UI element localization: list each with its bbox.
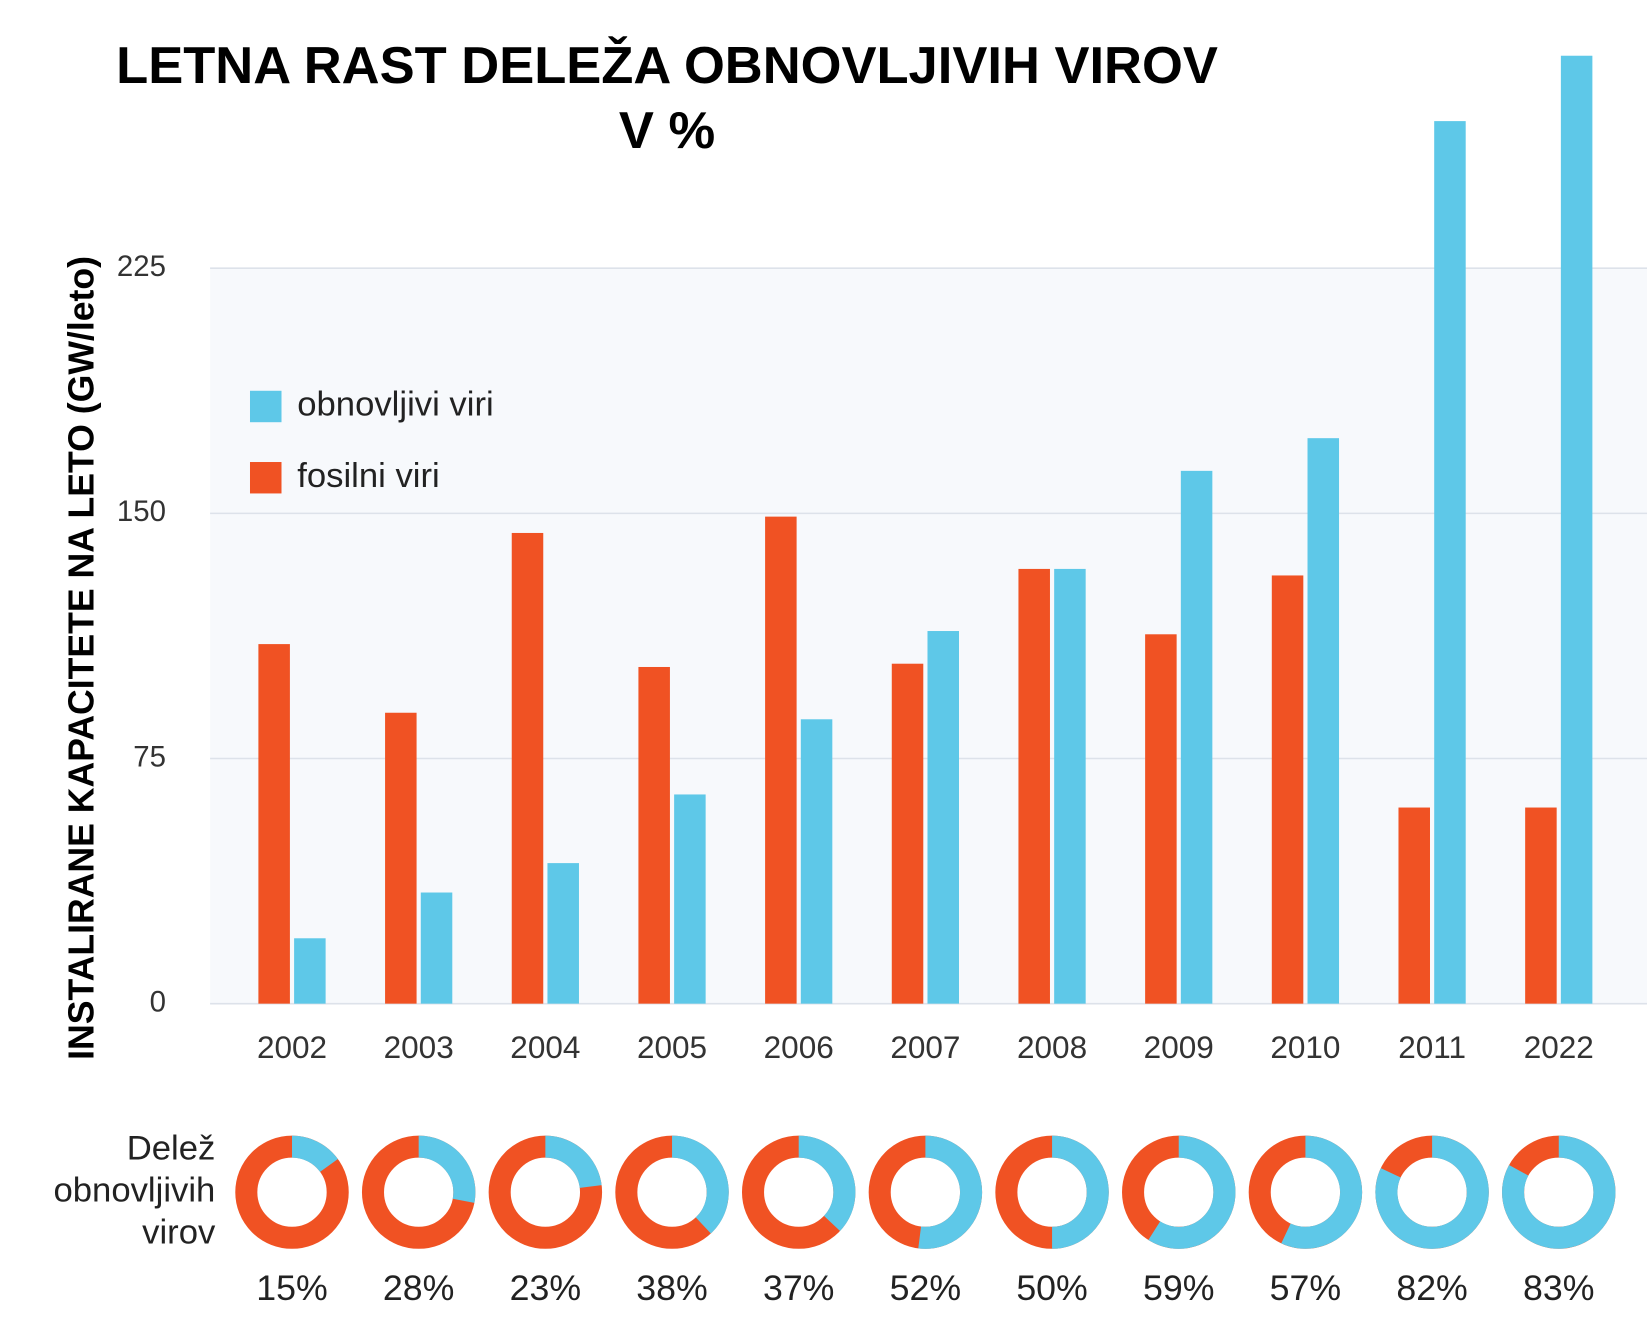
bar bbox=[1307, 438, 1340, 1004]
donut-segment bbox=[544, 1135, 602, 1189]
donut-label: Delež bbox=[127, 1129, 216, 1167]
y-tick-label: 75 bbox=[133, 740, 166, 773]
bar bbox=[1271, 575, 1304, 1004]
donut-value-label: 23% bbox=[510, 1268, 581, 1308]
donut-segment bbox=[291, 1135, 338, 1173]
donut-segment bbox=[1148, 1135, 1236, 1249]
donut-segment bbox=[671, 1135, 729, 1234]
donut-value-label: 83% bbox=[1523, 1268, 1594, 1308]
donut-segment bbox=[918, 1135, 983, 1249]
donut-segment bbox=[1502, 1135, 1616, 1249]
legend-swatch bbox=[249, 462, 282, 494]
bar bbox=[547, 863, 579, 1004]
bar bbox=[1180, 470, 1213, 1004]
legend-label: obnovljivi viri bbox=[297, 386, 493, 424]
donut-segment bbox=[1051, 1135, 1109, 1249]
bar bbox=[294, 938, 326, 1004]
donut-label: virov bbox=[142, 1213, 216, 1251]
x-tick-label: 2004 bbox=[510, 1030, 580, 1065]
donut-label: obnovljivih bbox=[54, 1171, 216, 1209]
donut-segment bbox=[1281, 1135, 1363, 1249]
bar bbox=[1560, 55, 1593, 1004]
donut-value-label: 82% bbox=[1396, 1268, 1467, 1308]
donut-segment bbox=[418, 1135, 476, 1203]
x-tick-label: 2008 bbox=[1017, 1030, 1087, 1065]
bar bbox=[674, 794, 706, 1004]
donut-segment bbox=[1375, 1135, 1489, 1249]
bar bbox=[1054, 568, 1086, 1004]
legend-swatch bbox=[249, 390, 282, 423]
x-tick-label: 2003 bbox=[384, 1030, 454, 1065]
bar bbox=[1525, 807, 1557, 1004]
donut-segment bbox=[798, 1135, 856, 1231]
bar bbox=[638, 666, 670, 1004]
chart-title: LETNA RAST DELEŽA OBNOVLJIVIH VIROV bbox=[116, 36, 1218, 95]
x-tick-label: 2006 bbox=[764, 1030, 834, 1065]
bar bbox=[511, 532, 544, 1004]
donut-value-label: 37% bbox=[763, 1268, 834, 1308]
y-axis-label: INSTALIRANE KAPACITETE NA LETO (GW/leto) bbox=[61, 256, 101, 1060]
bar bbox=[765, 516, 797, 1004]
legend-label: fosilni viri bbox=[297, 457, 439, 495]
x-tick-label: 2007 bbox=[890, 1030, 960, 1065]
x-tick-label: 2005 bbox=[637, 1030, 707, 1065]
y-tick-label: 0 bbox=[150, 985, 166, 1018]
donut-value-label: 28% bbox=[383, 1268, 454, 1308]
x-tick-label: 2009 bbox=[1144, 1030, 1214, 1065]
y-tick-label: 225 bbox=[117, 250, 166, 283]
donut-value-label: 52% bbox=[890, 1268, 961, 1308]
bar bbox=[1434, 121, 1466, 1004]
bar bbox=[800, 719, 833, 1004]
y-tick-label: 150 bbox=[117, 495, 166, 528]
donut-value-label: 59% bbox=[1143, 1268, 1214, 1308]
x-tick-label: 2010 bbox=[1270, 1030, 1340, 1065]
donut-value-label: 15% bbox=[256, 1268, 327, 1308]
donut-value-label: 57% bbox=[1270, 1268, 1341, 1308]
chart-title: V % bbox=[619, 102, 715, 160]
x-tick-label: 2022 bbox=[1524, 1030, 1594, 1065]
donut-value-label: 38% bbox=[636, 1268, 707, 1308]
bar bbox=[891, 663, 924, 1004]
donut-value-label: 50% bbox=[1016, 1268, 1087, 1308]
bar bbox=[258, 644, 290, 1004]
bar bbox=[1145, 634, 1177, 1004]
x-tick-label: 2002 bbox=[257, 1030, 327, 1065]
bar bbox=[1398, 807, 1430, 1004]
bar bbox=[385, 712, 417, 1004]
x-tick-label: 2011 bbox=[1398, 1030, 1466, 1065]
bar bbox=[927, 631, 959, 1004]
bar bbox=[1018, 568, 1050, 1004]
bar bbox=[420, 892, 453, 1004]
